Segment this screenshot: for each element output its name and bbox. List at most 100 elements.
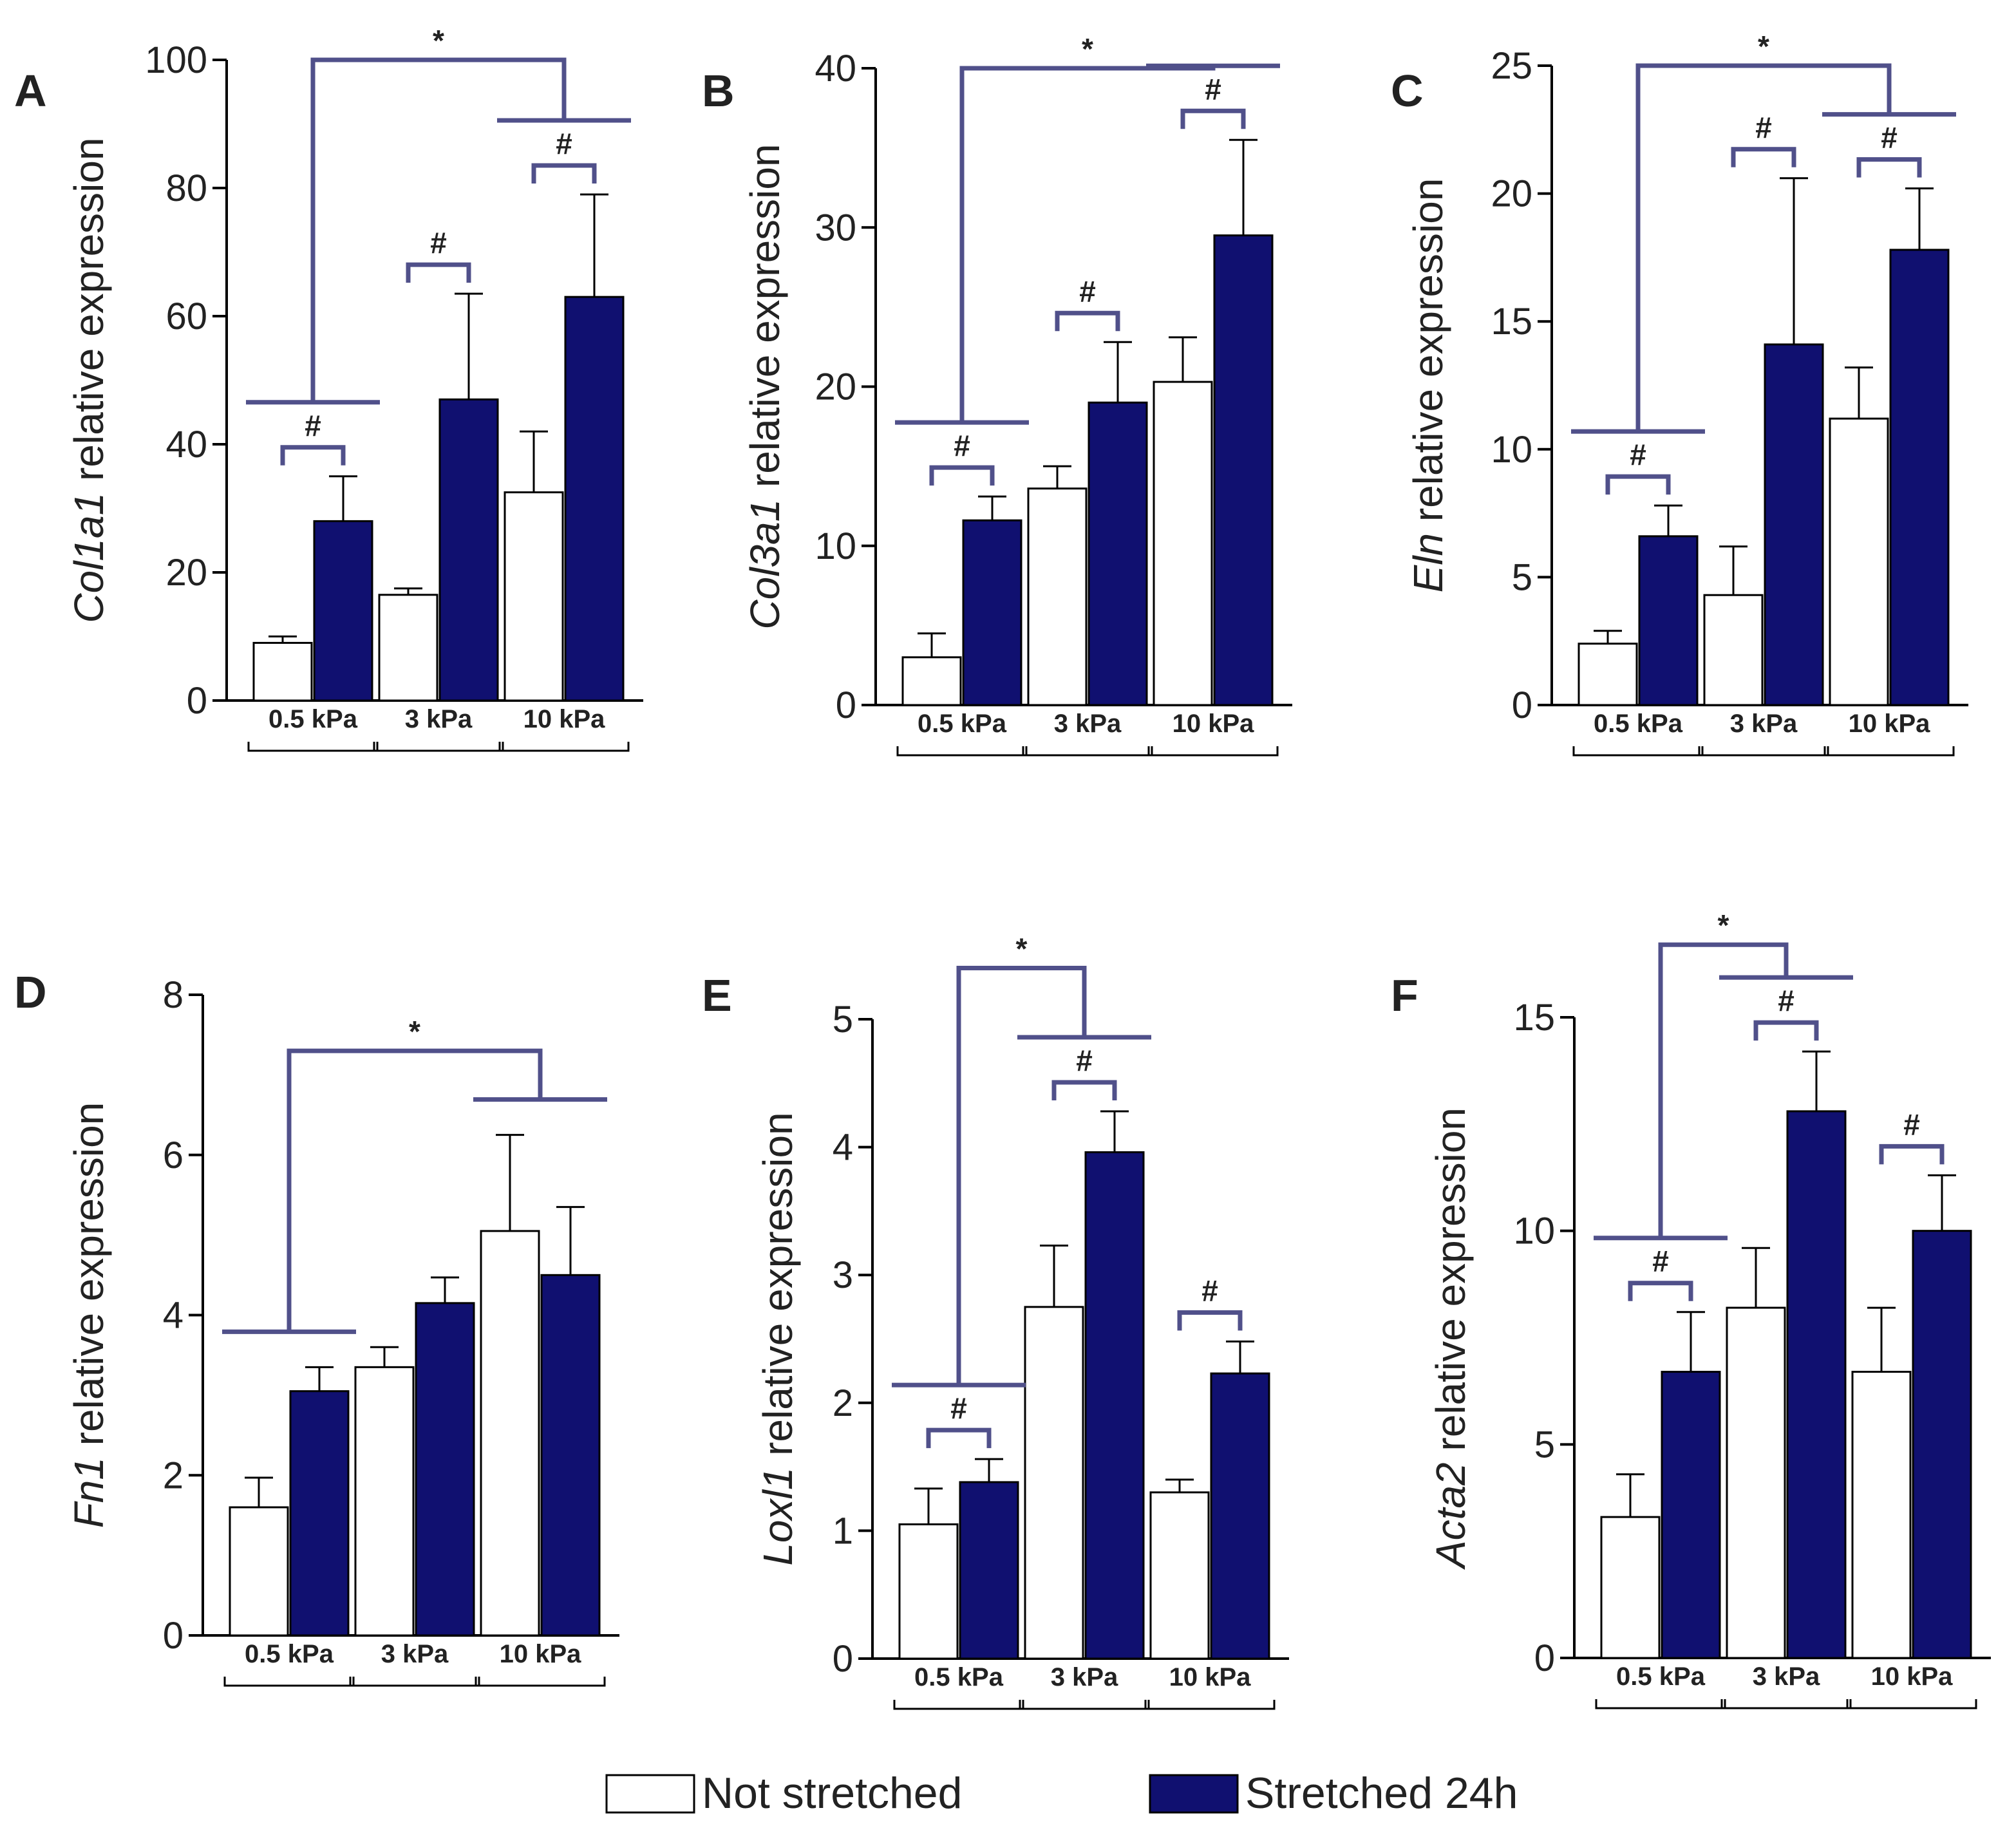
- x-tick-label: 0.5 kPa: [1594, 710, 1683, 738]
- hash-bracket: [1605, 474, 1671, 495]
- category-underline: [896, 746, 1028, 757]
- y-tick-label: 40: [165, 424, 207, 466]
- category-underline: [498, 742, 630, 752]
- y-tick-label: 2: [163, 1454, 184, 1496]
- y-axis-gene: Loxl1: [755, 1467, 801, 1566]
- category-underline: [1144, 1700, 1276, 1710]
- category-underline: [1147, 746, 1279, 757]
- y-axis-label: Fn1 relative expression: [66, 1102, 112, 1529]
- hash-label: #: [430, 226, 447, 259]
- bar-stretched-2: [1912, 1230, 1972, 1659]
- hash-bracket: [1055, 310, 1120, 332]
- y-tick-label: 5: [1512, 556, 1532, 598]
- hash-bracket: [1879, 1144, 1945, 1165]
- category-underline: [893, 1700, 1024, 1710]
- bar-stretched-2: [564, 296, 625, 702]
- hash-bracket: [929, 465, 995, 486]
- bar-not-stretched-0: [1600, 1516, 1661, 1659]
- hash-label: #: [305, 409, 321, 442]
- star-bracket: [310, 57, 567, 402]
- bar-stretched-0: [1661, 1371, 1721, 1659]
- bar-stretched-1: [415, 1302, 475, 1637]
- star-label: *: [1718, 908, 1729, 942]
- hash-label: #: [1755, 111, 1772, 144]
- y-axis-label-suffix: relative expression: [66, 137, 112, 492]
- panel-letter: E: [702, 970, 732, 1021]
- y-axis-label: Col3a1 relative expression: [742, 144, 788, 629]
- hash-label: #: [1652, 1245, 1669, 1278]
- bar-not-stretched-2: [504, 491, 564, 702]
- y-axis-label-suffix: relative expression: [1427, 1107, 1474, 1462]
- hash-bracket: [280, 445, 346, 466]
- hash-label: #: [1201, 1274, 1218, 1307]
- y-axis-label-suffix: relative expression: [66, 1102, 112, 1457]
- bar-stretched-2: [1210, 1372, 1270, 1660]
- bar-not-stretched-2: [1851, 1371, 1912, 1659]
- y-tick-label: 60: [165, 296, 207, 337]
- hash-label: #: [950, 1391, 967, 1425]
- star-bracket: [287, 1048, 543, 1332]
- x-tick-label: 3 kPa: [1753, 1662, 1820, 1691]
- hash-label: #: [1079, 274, 1096, 308]
- panel-letter: B: [702, 66, 735, 116]
- y-tick-label: 0: [1512, 684, 1532, 726]
- y-tick-label: 0: [187, 680, 207, 722]
- bar-stretched-1: [1084, 1151, 1145, 1660]
- hash-bracket: [1051, 1080, 1117, 1100]
- legend-swatch-not-stretched: [605, 1774, 695, 1814]
- star-label: *: [1082, 32, 1093, 66]
- legend: Not stretched Stretched 24h: [605, 1769, 1518, 1818]
- y-tick-label: 0: [836, 684, 856, 726]
- bar-stretched-1: [1786, 1110, 1847, 1659]
- hash-bracket: [1180, 108, 1246, 129]
- y-tick-label: 3: [833, 1254, 853, 1296]
- bar-not-stretched-1: [354, 1366, 415, 1637]
- panel-letter: C: [1391, 66, 1424, 116]
- x-tick-label: 10 kPa: [1173, 710, 1255, 738]
- category-underline: [349, 1677, 480, 1687]
- bar-not-stretched-0: [1578, 643, 1638, 706]
- category-underline: [1846, 1699, 1977, 1709]
- category-underline: [475, 1677, 606, 1687]
- hash-label: #: [1778, 984, 1795, 1017]
- x-tick-label: 3 kPa: [1730, 710, 1798, 738]
- bar-not-stretched-1: [1024, 1306, 1084, 1660]
- y-axis-gene: Fn1: [66, 1457, 112, 1528]
- y-tick-label: 0: [1534, 1637, 1555, 1679]
- panel-a: A Col1a1 relative expression 0 20 40 60 80 100 0…: [14, 24, 643, 752]
- hash-label: #: [1903, 1107, 1920, 1141]
- legend-swatch-stretched: [1149, 1774, 1239, 1814]
- star-bracket: [956, 966, 1087, 1386]
- category-underline: [223, 1677, 355, 1687]
- y-tick-label: 4: [833, 1127, 853, 1169]
- x-tick-label: 0.5 kPa: [914, 1663, 1004, 1691]
- category-underline: [1823, 746, 1955, 757]
- category-underline: [373, 742, 504, 752]
- x-tick-label: 0.5 kPa: [268, 705, 358, 733]
- y-axis-gene: Col3a1: [742, 499, 788, 630]
- y-tick-label: 15: [1513, 997, 1555, 1039]
- bar-not-stretched-0: [898, 1523, 959, 1660]
- y-axis-label: Acta2 relative expression: [1427, 1107, 1474, 1570]
- y-tick-label: 10: [1491, 429, 1532, 471]
- y-tick-label: 20: [815, 366, 856, 408]
- panel-letter: A: [14, 66, 47, 116]
- star-label: *: [1016, 932, 1028, 966]
- legend-label-not-stretched: Not stretched: [702, 1769, 962, 1818]
- star-bracket: [1658, 942, 1789, 1238]
- x-tick-label: 10 kPa: [1849, 710, 1931, 738]
- hash-bracket: [1731, 147, 1796, 167]
- bar-stretched-1: [1764, 343, 1824, 706]
- panel-d: D Fn1 relative expression 0 2 4 6 8 0.5 kPa 3 kP…: [14, 967, 619, 1687]
- bar-stretched-0: [1638, 535, 1699, 706]
- bar-not-stretched-0: [229, 1506, 289, 1637]
- y-tick-label: 10: [815, 525, 856, 567]
- bar-stretched-0: [959, 1481, 1019, 1660]
- bar-not-stretched-1: [1027, 487, 1088, 706]
- panel-e: E Loxl1 relative expression 0 1 2 3 4 5 0.5 kPa 3…: [702, 932, 1289, 1710]
- y-axis-gene: Acta2: [1427, 1462, 1474, 1570]
- hash-label: #: [954, 429, 970, 462]
- legend-label-stretched: Stretched 24h: [1245, 1769, 1518, 1818]
- hash-bracket: [926, 1427, 992, 1449]
